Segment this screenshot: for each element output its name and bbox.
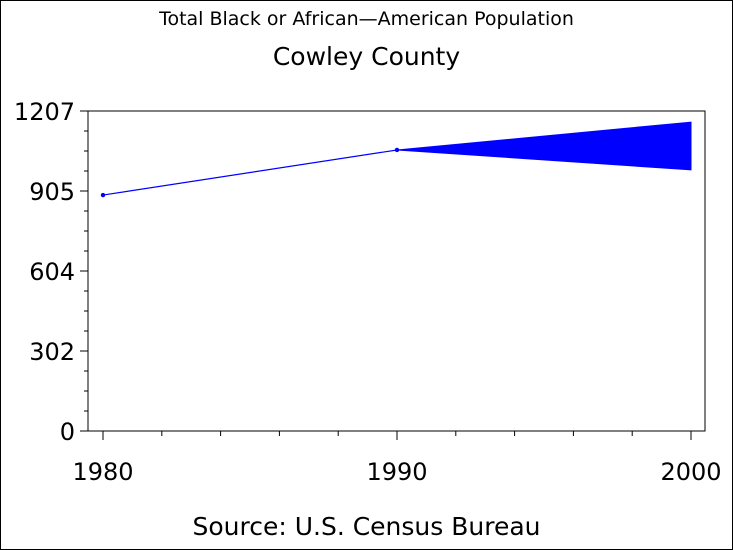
- y-tick-label: 604: [29, 258, 75, 286]
- data-point: [100, 192, 106, 198]
- data-point: [394, 147, 400, 153]
- y-tick-label: 0: [60, 418, 75, 446]
- y-tick-label: 905: [29, 178, 75, 206]
- chart-footnote: Source: U.S. Census Bureau: [192, 512, 541, 541]
- series-line: [102, 149, 398, 196]
- x-tick-label: 1990: [366, 458, 427, 486]
- y-tick-label: 1207: [14, 98, 75, 126]
- range-band: [396, 121, 692, 171]
- x-tick-label: 1980: [72, 458, 133, 486]
- chart-subtitle: Cowley County: [272, 42, 461, 71]
- x-axis: 1980 1990 2000: [72, 431, 722, 486]
- x-tick-label: 2000: [660, 458, 721, 486]
- y-axis: 0 302 604 905 1207: [14, 98, 88, 446]
- y-tick-label: 302: [29, 338, 75, 366]
- chart-marks: [100, 121, 692, 198]
- chart-title: Total Black or African—American Populati…: [159, 8, 574, 30]
